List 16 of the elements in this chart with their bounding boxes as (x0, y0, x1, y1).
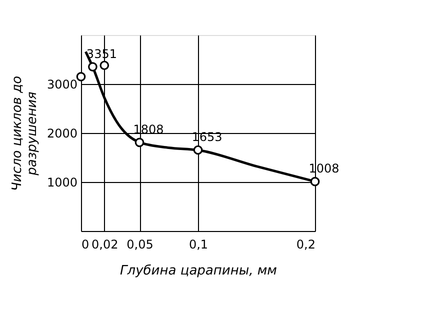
point (134, 138, 144, 148)
y-tick-label: 1000 (46, 176, 78, 190)
x-axis-title: Глубина царапины, мм (120, 264, 278, 278)
x-tick-label: 0,05 (126, 238, 154, 252)
point (310, 176, 320, 186)
y-tick-label: 3000 (46, 78, 78, 92)
point (100, 60, 110, 70)
y-axis-title: Число циклов до разрушения (10, 76, 40, 192)
point (76, 72, 86, 82)
x-tick-label: 0,2 (296, 238, 316, 252)
x-tick-label: 0,1 (188, 238, 208, 252)
point (193, 145, 203, 155)
x-tick-label: 0 (82, 238, 90, 252)
x-tick-label: 0,02 (92, 238, 118, 252)
y-tick-label: 2000 (46, 126, 78, 140)
point (88, 62, 98, 72)
